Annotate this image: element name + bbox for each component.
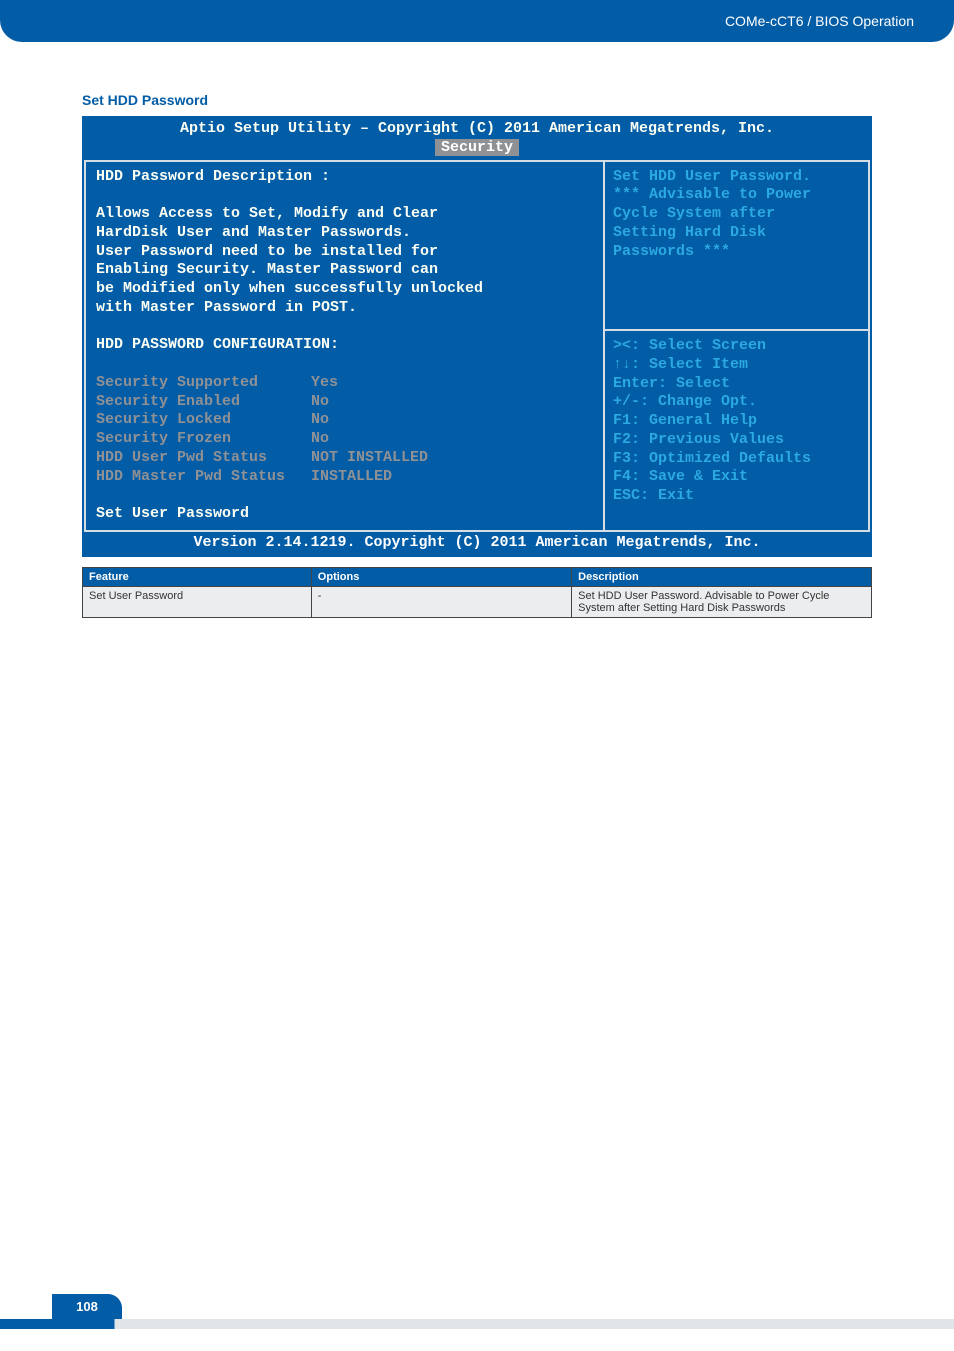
nav-line: F1: General Help <box>613 412 860 431</box>
hdd-desc-heading: HDD Password Description : <box>96 168 593 187</box>
td-description: Set HDD User Password. Advisable to Powe… <box>572 586 872 617</box>
help-line: Setting Hard Disk <box>613 224 860 243</box>
config-label: HDD Master Pwd Status <box>96 468 311 487</box>
table-row: Set User Password - Set HDD User Passwor… <box>83 586 872 617</box>
nav-line: F2: Previous Values <box>613 431 860 450</box>
help-line: Cycle System after <box>613 205 860 224</box>
config-row: HDD Master Pwd Status INSTALLED <box>96 468 593 487</box>
hdd-desc-line: Allows Access to Set, Modify and Clear <box>96 205 593 224</box>
config-value: INSTALLED <box>311 468 392 487</box>
hdd-desc-line: Enabling Security. Master Password can <box>96 261 593 280</box>
bios-right-panel: Set HDD User Password. *** Advisable to … <box>605 160 870 532</box>
config-value: No <box>311 393 329 412</box>
nav-line: ↑↓: Select Item <box>613 356 860 375</box>
config-label: Security Frozen <box>96 430 311 449</box>
section-title: Set HDD Password <box>82 92 872 108</box>
bios-help-box: Set HDD User Password. *** Advisable to … <box>605 160 870 332</box>
feature-table: Feature Options Description Set User Pas… <box>82 567 872 618</box>
bios-body: HDD Password Description : Allows Access… <box>84 160 870 532</box>
bios-version-footer: Version 2.14.1219. Copyright (C) 2011 Am… <box>84 532 870 555</box>
nav-line: ><: Select Screen <box>613 337 860 356</box>
hdd-config-header: HDD PASSWORD CONFIGURATION: <box>96 336 593 355</box>
help-line: *** Advisable to Power <box>613 186 860 205</box>
hdd-desc-line: be Modified only when successfully unloc… <box>96 280 593 299</box>
bios-active-tab: Security <box>435 139 519 156</box>
config-value: Yes <box>311 374 338 393</box>
content-area: Set HDD Password Aptio Setup Utility – C… <box>0 42 954 618</box>
config-label: Security Locked <box>96 411 311 430</box>
breadcrumb: COMe-cCT6 / BIOS Operation <box>725 13 914 29</box>
nav-line: Enter: Select <box>613 375 860 394</box>
page-header: COMe-cCT6 / BIOS Operation <box>0 0 954 42</box>
nav-line: F4: Save & Exit <box>613 468 860 487</box>
config-row: Security Locked No <box>96 411 593 430</box>
hdd-desc-line: User Password need to be installed for <box>96 243 593 262</box>
footer-bar <box>0 1319 954 1329</box>
bios-nav-help: ><: Select Screen ↑↓: Select Item Enter:… <box>605 331 870 532</box>
config-label: HDD User Pwd Status <box>96 449 311 468</box>
bios-screenshot: Aptio Setup Utility – Copyright (C) 2011… <box>82 116 872 557</box>
config-value: NOT INSTALLED <box>311 449 428 468</box>
config-row: Security Frozen No <box>96 430 593 449</box>
th-description: Description <box>572 567 872 586</box>
th-feature: Feature <box>83 567 312 586</box>
bios-title-bar: Aptio Setup Utility – Copyright (C) 2011… <box>84 118 870 139</box>
config-row: Security Supported Yes <box>96 374 593 393</box>
config-value: No <box>311 411 329 430</box>
nav-line: +/-: Change Opt. <box>613 393 860 412</box>
nav-line: F3: Optimized Defaults <box>613 450 860 469</box>
set-user-password-item[interactable]: Set User Password <box>96 505 593 524</box>
td-options: - <box>311 586 571 617</box>
config-row: Security Enabled No <box>96 393 593 412</box>
hdd-desc-line: HardDisk User and Master Passwords. <box>96 224 593 243</box>
bios-tab-row: Security <box>84 139 870 160</box>
th-options: Options <box>311 567 571 586</box>
page-number: 108 <box>52 1294 122 1319</box>
hdd-desc-line: with Master Password in POST. <box>96 299 593 318</box>
td-feature: Set User Password <box>83 586 312 617</box>
config-label: Security Supported <box>96 374 311 393</box>
config-row: HDD User Pwd Status NOT INSTALLED <box>96 449 593 468</box>
help-line: Set HDD User Password. <box>613 168 860 187</box>
config-label: Security Enabled <box>96 393 311 412</box>
bios-left-panel: HDD Password Description : Allows Access… <box>84 160 605 532</box>
table-header-row: Feature Options Description <box>83 567 872 586</box>
nav-line: ESC: Exit <box>613 487 860 506</box>
help-line: Passwords *** <box>613 243 860 262</box>
config-value: No <box>311 430 329 449</box>
